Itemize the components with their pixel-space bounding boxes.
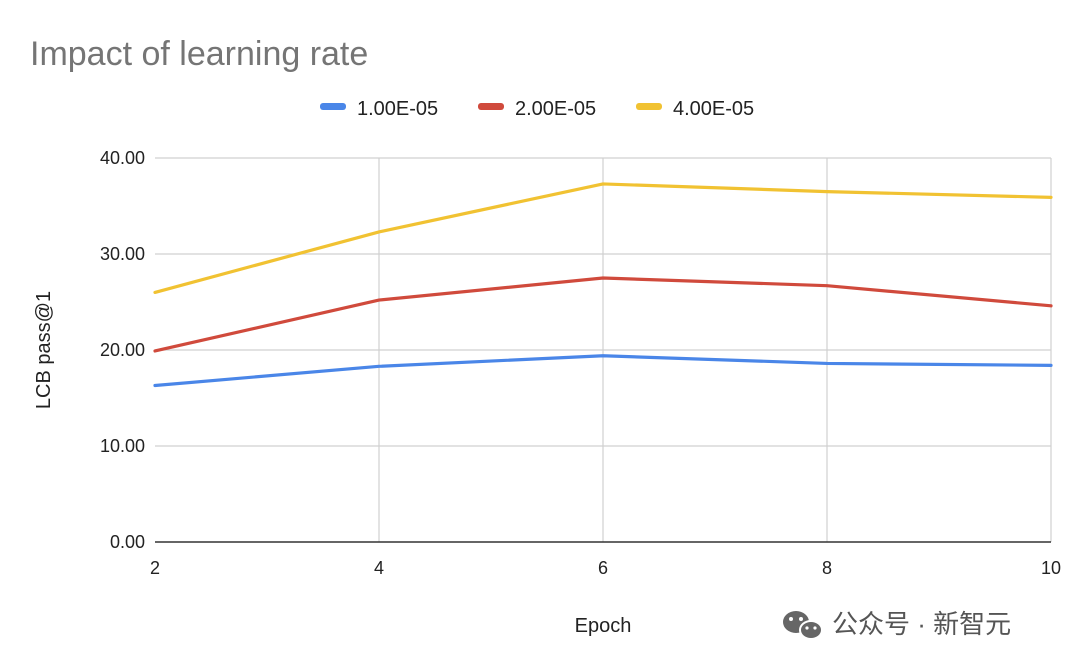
- legend-item-0: 1.00E-05: [320, 98, 438, 120]
- y-tick-label: 20.00: [100, 340, 145, 360]
- y-axis-ticks: 0.00 10.00 20.00 30.00 40.00: [100, 148, 145, 552]
- series-line-1: [153, 276, 1053, 353]
- y-axis-label: LCB pass@1: [33, 291, 55, 409]
- series-line-2: [153, 182, 1053, 294]
- y-tick-label: 40.00: [100, 148, 145, 168]
- legend-item-2: 4.00E-05: [636, 98, 754, 120]
- watermark: 公众号 · 新智元: [783, 609, 1011, 640]
- x-axis-label: Epoch: [575, 615, 632, 637]
- y-tick-label: 10.00: [100, 436, 145, 456]
- x-tick-label: 8: [822, 558, 832, 578]
- x-tick-label: 2: [150, 558, 160, 578]
- legend-item-1: 2.00E-05: [478, 98, 596, 120]
- legend-swatch: [320, 103, 346, 110]
- y-tick-label: 0.00: [110, 532, 145, 552]
- series-lines: [153, 182, 1053, 388]
- y-tick-label: 30.00: [100, 244, 145, 264]
- x-tick-label: 6: [598, 558, 608, 578]
- legend-label: 4.00E-05: [673, 98, 754, 120]
- legend: 1.00E-05 2.00E-05 4.00E-05: [320, 98, 754, 120]
- legend-swatch: [636, 103, 662, 110]
- x-tick-label: 10: [1041, 558, 1061, 578]
- gridlines: [155, 157, 1052, 543]
- x-tick-label: 4: [374, 558, 384, 578]
- watermark-text: 公众号 · 新智元: [832, 609, 1011, 639]
- legend-label: 2.00E-05: [515, 98, 596, 120]
- legend-label: 1.00E-05: [357, 98, 438, 120]
- chart-title: Impact of learning rate: [30, 35, 368, 73]
- x-axis-ticks: 2 4 6 8 10: [150, 558, 1061, 578]
- wechat-icon: [783, 611, 823, 640]
- series-line-0: [153, 354, 1053, 388]
- legend-swatch: [478, 103, 504, 110]
